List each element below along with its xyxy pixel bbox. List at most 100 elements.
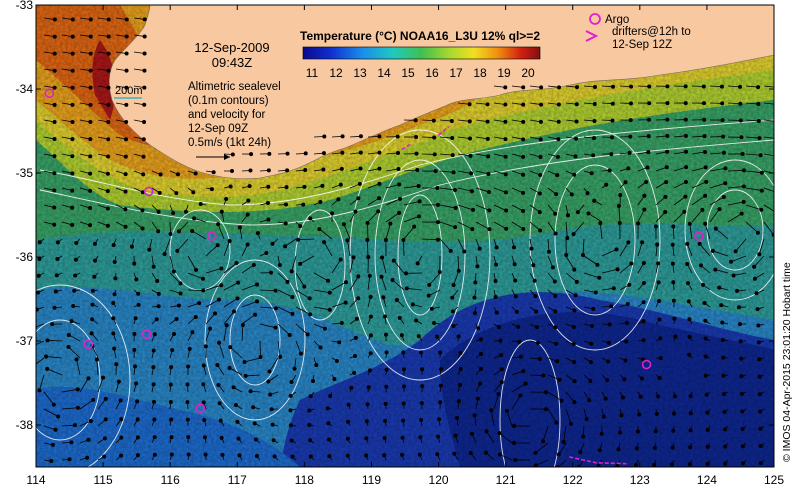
velocity-arrow-head xyxy=(453,433,458,438)
velocity-arrow xyxy=(323,241,333,257)
velocity-arrow xyxy=(457,204,474,211)
velocity-arrow-head xyxy=(723,181,728,186)
velocity-arrow-head xyxy=(186,435,191,440)
velocity-arrow-head xyxy=(237,453,242,458)
velocity-arrow-head xyxy=(37,256,42,261)
velocity-arrow-head xyxy=(366,385,371,390)
velocity-arrow xyxy=(223,325,228,342)
velocity-arrow-head xyxy=(719,84,724,89)
velocity-arrow-head xyxy=(209,187,214,192)
velocity-arrow-head xyxy=(119,417,124,422)
velocity-arrow-head xyxy=(453,206,458,211)
velocity-arrow xyxy=(277,340,281,357)
velocity-arrow-head xyxy=(273,325,278,330)
velocity-arrow xyxy=(331,302,346,308)
velocity-arrow-head xyxy=(523,381,528,386)
velocity-arrow-head xyxy=(616,204,621,209)
velocity-arrow-head xyxy=(469,171,474,176)
velocity-arrow-head xyxy=(208,326,213,331)
velocity-arrow-head xyxy=(571,342,576,347)
velocity-arrow-head xyxy=(251,262,256,267)
velocity-arrow-head xyxy=(358,150,363,155)
velocity-arrow-head xyxy=(70,171,75,176)
velocity-arrow-head xyxy=(557,85,562,90)
x-tick-label: 117 xyxy=(228,473,247,487)
velocity-arrow-head xyxy=(402,367,407,372)
velocity-arrow-head xyxy=(499,380,504,385)
velocity-arrow-head xyxy=(483,450,488,455)
velocity-arrow-head xyxy=(106,120,111,125)
velocity-arrow-head xyxy=(123,207,128,212)
velocity-arrow-head xyxy=(641,319,646,324)
velocity-arrow-head xyxy=(356,296,361,301)
altimetry-line-1: Altimetric sealevel xyxy=(188,81,281,93)
velocity-arrow-head xyxy=(578,450,583,455)
velocity-arrow-head xyxy=(101,375,106,380)
velocity-arrow xyxy=(68,334,81,342)
velocity-arrow-head xyxy=(701,84,706,89)
velocity-arrow-head xyxy=(687,317,692,322)
velocity-arrow-head xyxy=(234,261,239,266)
velocity-arrow-head xyxy=(155,278,160,283)
velocity-arrow-head xyxy=(70,68,75,73)
velocity-arrow-head xyxy=(472,413,477,418)
velocity-arrow-head xyxy=(572,308,577,313)
velocity-arrow-head xyxy=(338,182,343,187)
velocity-arrow xyxy=(763,153,774,157)
velocity-arrow-head xyxy=(307,408,312,413)
velocity-arrow-head xyxy=(308,216,313,221)
velocity-arrow-head xyxy=(227,365,232,370)
velocity-arrow-head xyxy=(285,151,290,156)
velocity-arrow xyxy=(547,408,557,423)
land-mass xyxy=(109,5,774,180)
velocity-arrow xyxy=(169,255,175,272)
velocity-arrow-head xyxy=(356,274,361,279)
velocity-arrow-head xyxy=(686,299,691,304)
velocity-arrow xyxy=(223,311,235,325)
velocity-arrow-head xyxy=(703,165,708,170)
velocity-arrow-head xyxy=(213,311,218,316)
velocity-arrow-head xyxy=(135,435,140,440)
velocity-arrow-head xyxy=(665,133,670,138)
velocity-arrow-head xyxy=(688,394,693,399)
velocity-arrow xyxy=(601,268,618,274)
velocity-arrow-head xyxy=(758,444,763,449)
velocity-arrow-head xyxy=(673,394,678,399)
velocity-arrow-head xyxy=(383,418,388,423)
velocity-arrow xyxy=(619,242,629,257)
velocity-arrow xyxy=(715,269,729,274)
velocity-arrow-head xyxy=(230,152,235,157)
velocity-arrow-head xyxy=(30,366,33,369)
velocity-arrow-head xyxy=(623,180,628,185)
velocity-arrow-head xyxy=(325,406,330,411)
velocity-arrow-head xyxy=(88,188,93,193)
x-tick-label: 122 xyxy=(563,473,583,487)
velocity-arrow-head xyxy=(658,336,663,341)
velocity-arrow-head xyxy=(202,435,207,440)
velocity-arrow-head xyxy=(759,207,764,212)
velocity-arrow-head xyxy=(541,439,546,444)
velocity-arrow-head xyxy=(200,276,205,281)
velocity-arrow xyxy=(475,221,490,230)
velocity-arrow-head xyxy=(757,357,762,362)
velocity-arrow-head xyxy=(420,367,425,372)
velocity-arrow-head xyxy=(382,453,387,458)
velocity-arrow-head xyxy=(52,51,57,56)
velocity-arrow-head xyxy=(521,154,526,159)
velocity-arrow-head xyxy=(397,210,402,215)
velocity-arrow xyxy=(331,281,347,291)
velocity-arrow xyxy=(588,213,603,223)
velocity-arrow-head xyxy=(671,224,676,229)
velocity-arrow-head xyxy=(233,402,238,407)
velocity-arrow-head xyxy=(701,282,706,287)
velocity-arrow-head xyxy=(518,354,523,359)
velocity-arrow xyxy=(745,153,761,156)
velocity-arrow-head xyxy=(565,213,570,218)
velocity-arrow xyxy=(457,238,465,252)
argo-marker-icon xyxy=(589,13,601,25)
velocity-arrow-head xyxy=(169,435,174,440)
velocity-arrow-head xyxy=(267,369,272,374)
velocity-arrow-head xyxy=(178,291,183,296)
velocity-arrow xyxy=(493,221,507,230)
velocity-arrow-head xyxy=(552,279,557,284)
